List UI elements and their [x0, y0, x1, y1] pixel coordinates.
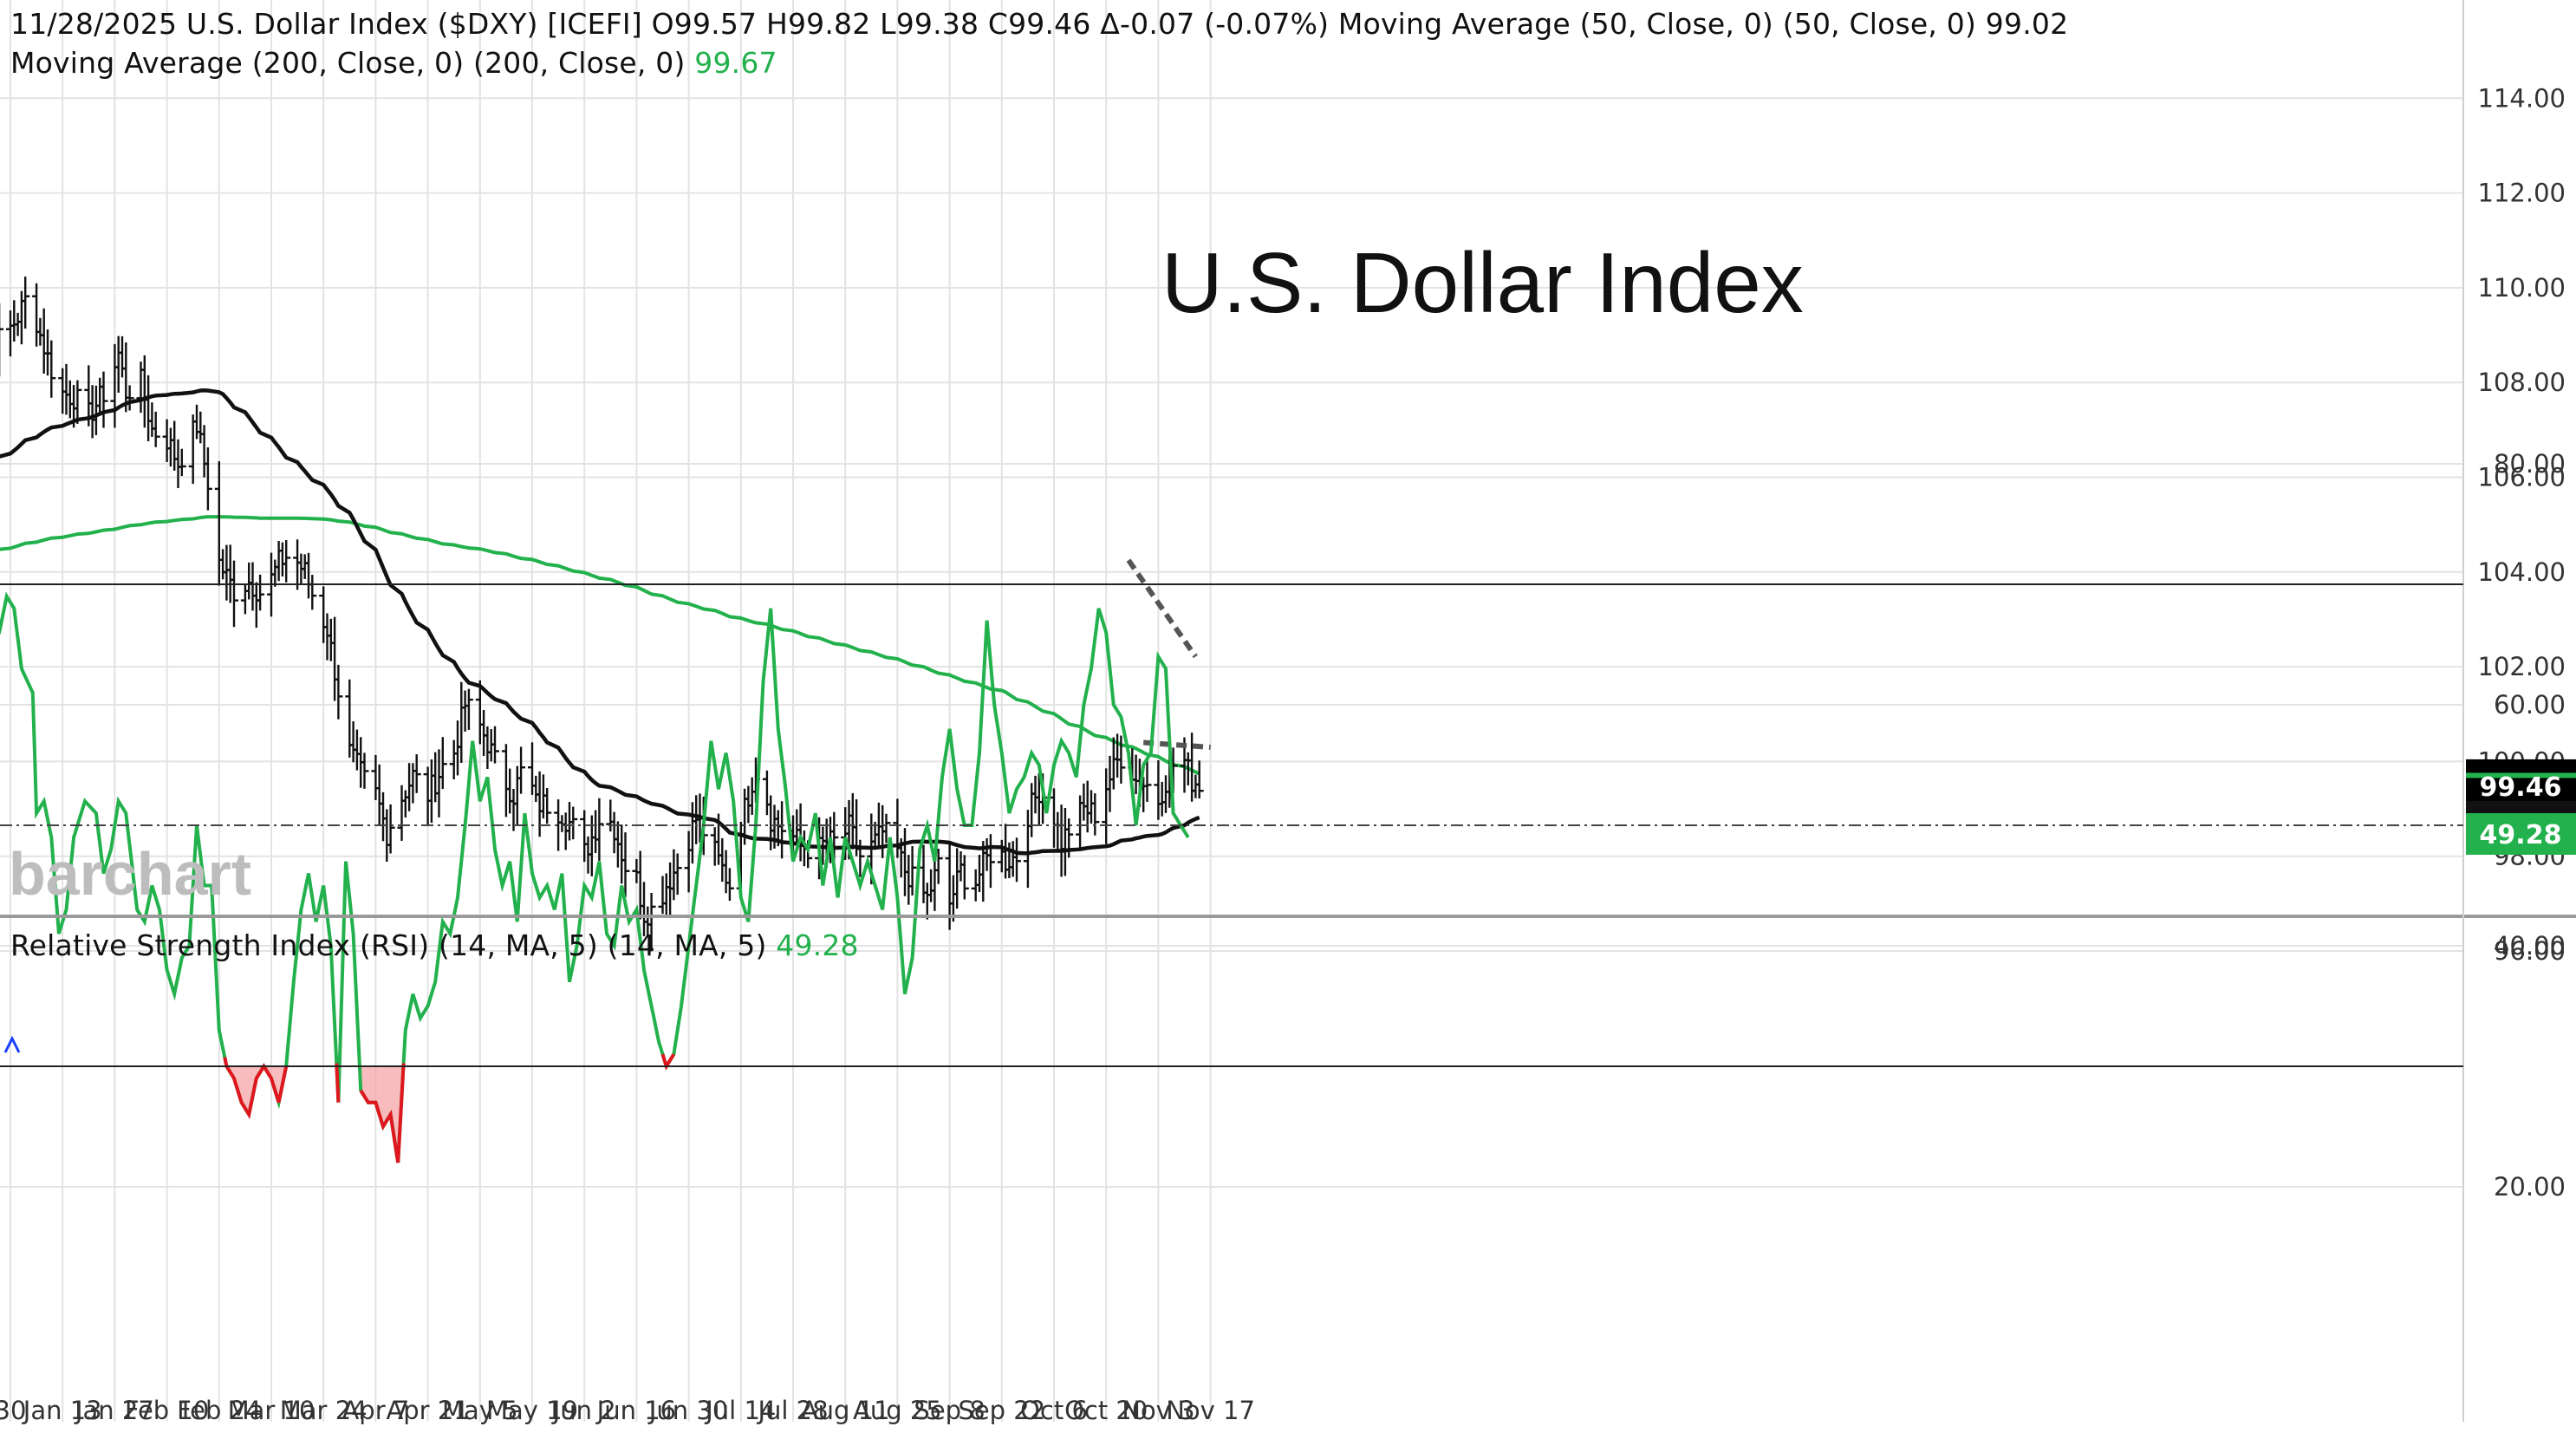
rsi-line — [0, 591, 1190, 1163]
date-tick-label: Nov 17 — [1166, 1396, 1255, 1425]
rsi-tick-label: 80.00 — [2494, 449, 2566, 479]
rsi-oversold-fill — [228, 1066, 263, 1115]
date-tick-label: Jun 2 — [551, 1396, 616, 1425]
moving-average-50-line — [0, 388, 1200, 856]
date-tick-label: Apr 21 — [386, 1396, 469, 1425]
price-header-line-2: Moving Average (200, Close, 0) (200, Clo… — [10, 46, 777, 80]
rsi-label: Relative Strength Index (RSI) (14, MA, 5… — [10, 928, 767, 962]
rsi-oversold-segment — [660, 1053, 676, 1071]
date-tick-label: Sep 22 — [958, 1396, 1045, 1425]
date-tick-label: Oct 20 — [1064, 1396, 1148, 1425]
price-tick-label: 102.00 — [2478, 652, 2566, 681]
price-tick-label: 108.00 — [2478, 368, 2566, 397]
moving-average-200-line — [0, 515, 1200, 776]
price-bars — [0, 277, 1204, 952]
price-tick-label: 96.00 — [2494, 936, 2566, 966]
rsi-start-marker — [3, 1035, 21, 1053]
ma200-value: 99.67 — [694, 46, 777, 80]
price-header-text: 11/28/2025 U.S. Dollar Index ($DXY) [ICE… — [10, 7, 1977, 41]
price-tick-label: 112.00 — [2478, 179, 2566, 208]
date-tick-label: Aug 25 — [853, 1396, 942, 1425]
date-tick-label: Apr 7 — [342, 1396, 409, 1425]
date-tick-label: Jul 14 — [704, 1396, 776, 1425]
rsi-path — [0, 591, 1190, 1163]
chart-title: U.S. Dollar Index — [1161, 235, 1804, 330]
rsi-value-tag — [2466, 813, 2576, 856]
date-tick-label: Mar 24 — [280, 1396, 368, 1425]
date-tick-label: Jan 13 — [22, 1396, 102, 1425]
date-tick-label: May 5 — [442, 1396, 518, 1425]
price-resistance-trendline — [1142, 739, 1211, 750]
price-tick-label: 104.00 — [2478, 557, 2566, 587]
date-tick-label: Jun 16 — [595, 1396, 676, 1425]
rsi-tick-label: 60.00 — [2494, 690, 2566, 720]
rsi-oversold-segment — [359, 1063, 406, 1163]
rsi-tick-label: 40.00 — [2494, 931, 2566, 961]
rsi-oversold-fill — [361, 1066, 402, 1163]
date-tick-label: Jan 27 — [74, 1396, 154, 1425]
rsi-value-tag-label: 49.28 — [2480, 820, 2562, 850]
date-tick-label: Sep 8 — [914, 1396, 985, 1425]
trend-lines — [1126, 558, 1211, 750]
rsi-oversold-segment — [335, 1063, 341, 1103]
date-tick-label: Jul 28 — [756, 1396, 828, 1425]
date-tick-label: Mar 10 — [228, 1396, 315, 1425]
rsi-tick-label: 20.00 — [2494, 1172, 2566, 1202]
price-tick-label: 106.00 — [2478, 463, 2566, 492]
barchart-logo: barchart — [9, 840, 251, 908]
rsi-trendline — [1126, 558, 1198, 659]
ma200-label: Moving Average (200, Close, 0) (200, Clo… — [10, 46, 686, 80]
gridlines — [0, 0, 2463, 1422]
date-tick-label: Aug 11 — [801, 1396, 890, 1425]
rsi-value: 49.28 — [776, 928, 859, 962]
price-tick-label: 110.00 — [2478, 273, 2566, 303]
close-price-tag-label: 99.46 — [2480, 772, 2562, 803]
date-tick-label: Feb 24 — [177, 1396, 261, 1425]
close-price-tag — [2466, 759, 2576, 801]
ma50-value: 99.02 — [1985, 7, 2069, 41]
date-tick-label: May 19 — [486, 1396, 578, 1425]
ma50-path — [0, 388, 1200, 856]
date-tick-label: Nov 3 — [1122, 1396, 1194, 1425]
price-tick-label: 114.00 — [2478, 83, 2566, 113]
date-tick-label: 30 — [0, 1396, 26, 1425]
price-header-line-1: 11/28/2025 U.S. Dollar Index ($DXY) [ICE… — [10, 7, 2068, 41]
date-tick-label: Jun 30 — [647, 1396, 728, 1425]
date-tick-label: Feb 10 — [125, 1396, 209, 1425]
rsi-header: Relative Strength Index (RSI) (14, MA, 5… — [10, 928, 859, 962]
date-tick-label: Oct 6 — [1020, 1396, 1088, 1425]
ma200-path — [0, 515, 1200, 776]
ma200-tag-edge — [2466, 772, 2576, 778]
rsi-oversold-segment — [223, 1057, 289, 1119]
